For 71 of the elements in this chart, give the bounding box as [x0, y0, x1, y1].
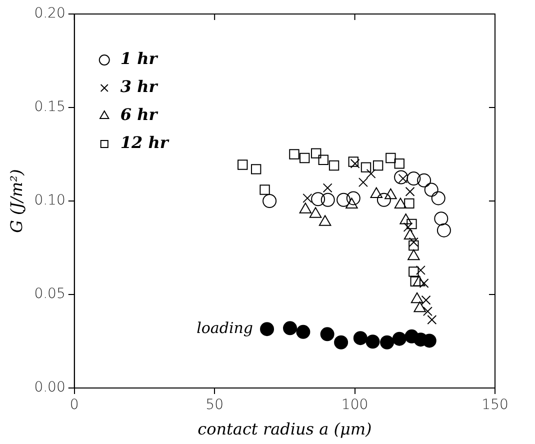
point	[320, 327, 334, 342]
point	[353, 331, 368, 346]
annotation: loading	[196, 318, 254, 337]
point	[405, 186, 415, 196]
y-tick-label: 0.10	[34, 192, 66, 209]
y-tick-label: 0.05	[34, 286, 66, 302]
point	[302, 193, 312, 203]
point	[358, 178, 368, 188]
point	[238, 160, 248, 170]
point	[262, 194, 277, 208]
point	[424, 182, 438, 197]
point	[318, 154, 328, 165]
point	[360, 162, 372, 172]
x-tick-label: 0	[70, 397, 79, 414]
point	[334, 335, 348, 350]
y-axis-title: G (J/m²)	[6, 169, 26, 233]
point	[380, 335, 394, 350]
legend-label: 6 hr	[120, 105, 159, 124]
point	[250, 164, 262, 174]
point	[370, 187, 383, 198]
point	[328, 160, 340, 171]
point	[421, 295, 431, 305]
point	[404, 228, 416, 240]
point	[410, 276, 420, 287]
x-axis-title: contact radius a (μm)	[198, 420, 372, 439]
legend-label: 3 hr	[120, 77, 159, 96]
point	[386, 152, 396, 164]
y-tick-label: 0.15	[34, 99, 66, 116]
y-tick-label: 0.20	[34, 6, 66, 22]
point	[394, 158, 404, 169]
point	[310, 148, 322, 158]
legend-label: 1 hr	[120, 49, 159, 68]
point	[408, 266, 419, 277]
point	[283, 321, 298, 336]
point	[366, 334, 380, 349]
point	[412, 276, 426, 286]
point	[296, 324, 310, 339]
point	[366, 168, 376, 178]
x-tick-label: 50	[206, 397, 224, 414]
legend-label: 12 hr	[120, 133, 170, 152]
point	[406, 172, 421, 186]
point	[427, 315, 437, 324]
point	[289, 149, 300, 160]
y-tick-label: 0.00	[34, 380, 66, 396]
point	[392, 332, 406, 346]
point	[417, 173, 432, 188]
point	[422, 334, 436, 348]
point	[336, 192, 351, 207]
point	[416, 265, 426, 275]
point	[419, 278, 429, 288]
point	[436, 223, 451, 238]
point	[406, 218, 417, 230]
point	[394, 170, 408, 184]
point	[300, 152, 310, 164]
x-tick-label: 100	[341, 397, 368, 414]
point	[434, 212, 448, 226]
point	[376, 192, 391, 207]
point	[311, 192, 326, 206]
point	[431, 191, 446, 206]
point	[346, 191, 360, 206]
point	[404, 198, 414, 209]
point	[408, 237, 418, 247]
point	[408, 240, 419, 251]
point	[260, 322, 274, 336]
point	[322, 183, 332, 193]
point	[320, 192, 335, 207]
x-tick-label: 150	[482, 397, 508, 414]
point	[372, 160, 384, 171]
point	[422, 306, 432, 316]
point	[403, 222, 413, 232]
point	[260, 184, 270, 195]
